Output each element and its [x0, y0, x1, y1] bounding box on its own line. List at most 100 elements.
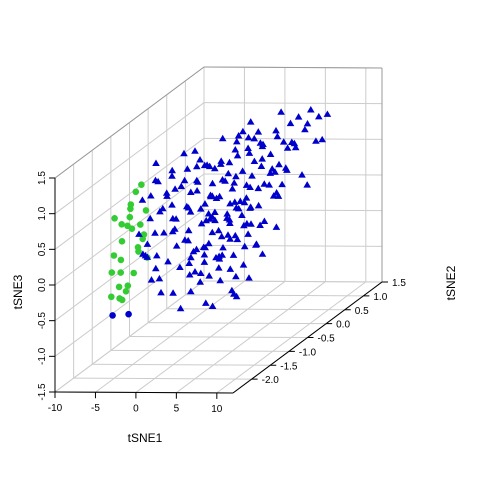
- data-point-triangle: [216, 276, 224, 284]
- grid-line: [54, 209, 205, 322]
- data-point-triangle: [172, 242, 181, 249]
- x-tick-label: 5: [174, 404, 180, 415]
- data-point-triangle: [243, 219, 251, 227]
- data-point-triangle: [187, 287, 195, 295]
- data-point-triangle: [268, 165, 276, 172]
- data-point-triangle: [233, 137, 241, 145]
- data-point-triangle: [250, 157, 259, 164]
- data-point-triangle: [228, 185, 237, 192]
- grid-line: [203, 280, 383, 283]
- data-point-triangle: [206, 215, 214, 222]
- data-point-triangle: [275, 160, 283, 168]
- data-point-triangle: [254, 201, 263, 209]
- y-tick-label: -1.5: [280, 361, 298, 372]
- data-point-circle: [142, 207, 150, 214]
- grid-line: [54, 137, 205, 250]
- box-edge: [54, 66, 205, 179]
- data-point-triangle: [153, 252, 161, 259]
- data-point-triangle: [272, 126, 280, 134]
- grid-line: [185, 294, 364, 297]
- data-point-triangle: [223, 214, 231, 221]
- data-point-triangle: [254, 128, 263, 135]
- data-point-triangle: [151, 229, 159, 236]
- data-point-triangle: [185, 271, 194, 278]
- data-point-triangle: [303, 120, 312, 127]
- data-point-triangle: [193, 176, 201, 184]
- data-point-triangle: [191, 268, 199, 275]
- data-point-triangle: [146, 214, 154, 222]
- y-tick-label: 1.5: [392, 278, 406, 289]
- axes: -10 -5 0 5 10-2.0-1.5-1.0-0.50.00.51.01.5-1.…: [37, 171, 406, 415]
- data-point-triangle: [176, 263, 184, 270]
- data-point-triangle: [168, 166, 176, 174]
- data-point-triangle: [286, 119, 295, 127]
- data-point-triangle: [211, 216, 219, 224]
- data-point-triangle: [246, 183, 254, 190]
- data-point-triangle: [187, 253, 195, 261]
- data-point-triangle: [147, 192, 155, 199]
- data-point-circle: [137, 221, 144, 228]
- grid-line: [203, 209, 383, 212]
- grid-line: [166, 308, 345, 311]
- data-point-triangle: [272, 223, 281, 230]
- data-point-triangle: [250, 134, 259, 142]
- data-point-circle: [109, 312, 116, 319]
- data-point-circle: [108, 293, 115, 301]
- data-point-circle: [111, 215, 118, 222]
- data-point-triangle: [232, 172, 240, 180]
- data-point-triangle: [303, 181, 311, 188]
- data-point-triangle: [312, 137, 320, 144]
- data-point-triangle: [307, 106, 315, 113]
- z-tick-label: 1.5: [37, 171, 48, 185]
- data-point-circle: [138, 181, 145, 188]
- data-point-triangle: [183, 165, 192, 172]
- data-point-triangle: [224, 169, 233, 177]
- data-point-triangle: [201, 200, 209, 207]
- data-point-triangle: [184, 226, 193, 234]
- data-point-triangle: [278, 180, 286, 188]
- data-point-triangle: [232, 272, 240, 280]
- data-point-triangle: [169, 214, 177, 222]
- box-edge: [203, 66, 383, 69]
- data-point-triangle: [291, 143, 300, 151]
- data-point-triangle: [323, 110, 332, 117]
- data-point-triangle: [191, 147, 199, 154]
- data-point-triangle: [200, 251, 209, 258]
- data-point-triangle: [208, 179, 217, 187]
- z-tick-label: -1.0: [37, 347, 48, 365]
- data-point-triangle: [219, 244, 227, 251]
- x-axis-line: [54, 391, 234, 394]
- data-point-triangle: [244, 133, 253, 141]
- data-point-triangle: [205, 239, 213, 247]
- grid-line: [73, 377, 252, 380]
- data-point-triangle: [215, 192, 224, 200]
- data-point-triangle: [279, 138, 288, 145]
- data-point-triangle: [266, 150, 275, 157]
- data-point-triangle: [168, 172, 176, 179]
- y-axis-label: tSNE2: [444, 265, 458, 300]
- data-point-triangle: [208, 302, 217, 309]
- data-point-triangle: [239, 261, 248, 268]
- z-tick-label: 0.5: [37, 242, 48, 256]
- data-point-triangle: [242, 194, 251, 201]
- grid-line: [54, 102, 205, 215]
- data-point-triangle: [164, 257, 172, 265]
- data-point-triangle: [205, 272, 213, 279]
- data-point-triangle: [283, 166, 291, 173]
- data-point-triangle: [240, 242, 249, 250]
- data-point-circle: [115, 283, 123, 291]
- data-point-triangle: [193, 162, 201, 170]
- grid-line: [203, 244, 383, 247]
- data-point-circle: [108, 269, 116, 276]
- data-point-triangle: [244, 144, 252, 151]
- data-point-triangle: [242, 181, 251, 188]
- data-point-triangle: [290, 139, 299, 147]
- data-point-triangle: [256, 221, 264, 228]
- data-point-triangle: [254, 184, 263, 192]
- data-point-triangle: [187, 188, 195, 195]
- data-point-triangle: [228, 286, 236, 294]
- data-point-triangle: [257, 162, 266, 169]
- data-point-circle: [140, 231, 148, 238]
- data-point-triangle: [154, 177, 162, 185]
- data-point-triangle: [204, 210, 213, 217]
